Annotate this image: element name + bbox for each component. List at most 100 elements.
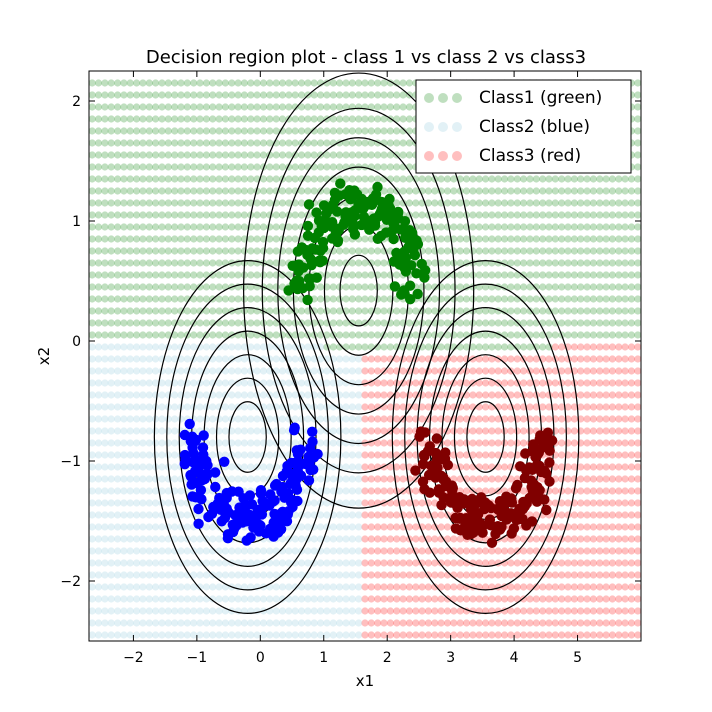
region-dot xyxy=(634,235,642,243)
region-dot xyxy=(361,355,369,363)
region-dot xyxy=(88,583,96,591)
region-dot xyxy=(405,523,413,531)
region-dot xyxy=(545,307,553,315)
region-dot xyxy=(171,319,179,327)
region-dot xyxy=(266,595,274,603)
region-dot xyxy=(215,595,223,603)
region-dot xyxy=(348,259,356,267)
region-dot xyxy=(177,199,185,207)
region-dot xyxy=(437,511,445,519)
region-dot xyxy=(589,379,598,387)
region-dot xyxy=(532,619,540,627)
region-dot xyxy=(247,391,255,399)
region-dot xyxy=(126,607,134,615)
region-dot xyxy=(209,271,217,279)
region-dot xyxy=(329,451,337,459)
region-dot xyxy=(494,475,502,483)
region-dot xyxy=(183,295,191,303)
region-dot xyxy=(608,319,617,327)
region-dot xyxy=(285,631,293,639)
region-dot xyxy=(171,415,179,423)
region-dot xyxy=(374,619,382,627)
region-dot xyxy=(266,379,274,387)
region-dot xyxy=(202,583,210,591)
region-dot xyxy=(570,343,579,351)
data-point xyxy=(447,482,458,494)
region-dot xyxy=(621,355,629,363)
contour-line xyxy=(166,283,330,591)
region-dot xyxy=(177,127,185,135)
region-dot xyxy=(602,271,610,279)
region-dot xyxy=(564,307,572,315)
region-dot xyxy=(107,595,115,603)
region-dot xyxy=(361,235,369,243)
region-dot xyxy=(589,487,598,495)
region-dot xyxy=(196,319,204,327)
region-dot xyxy=(145,283,153,291)
region-dot xyxy=(558,295,566,303)
region-dot xyxy=(348,463,356,471)
region-dot xyxy=(94,607,103,615)
region-dot xyxy=(475,223,483,231)
region-dot xyxy=(602,307,610,315)
region-dot xyxy=(278,547,287,555)
region-dot xyxy=(196,211,204,219)
region-dot xyxy=(577,547,585,555)
region-dot xyxy=(475,631,483,639)
region-dot xyxy=(240,115,248,123)
region-dot xyxy=(183,391,191,399)
region-dot xyxy=(501,271,509,279)
region-dot xyxy=(107,427,115,435)
region-dot xyxy=(380,511,388,519)
data-point xyxy=(527,485,538,496)
region-dot xyxy=(247,355,255,363)
region-dot xyxy=(278,415,287,423)
region-dot xyxy=(190,583,198,591)
region-dot xyxy=(602,223,610,231)
region-dot xyxy=(551,343,559,351)
region-dot xyxy=(126,247,134,255)
region-dot xyxy=(443,247,452,255)
region-dot xyxy=(88,163,96,171)
region-dot xyxy=(126,523,134,531)
region-dot xyxy=(94,523,103,531)
region-dot xyxy=(494,199,502,207)
data-point xyxy=(190,456,201,467)
region-dot xyxy=(259,115,268,123)
region-dot xyxy=(374,331,382,339)
region-dot xyxy=(615,571,623,579)
region-dot xyxy=(101,595,109,603)
region-dot xyxy=(602,247,610,255)
region-dot xyxy=(145,559,153,567)
region-dot xyxy=(114,319,122,327)
region-dot xyxy=(380,259,388,267)
region-dot xyxy=(431,523,439,531)
region-dot xyxy=(418,619,426,627)
region-dot xyxy=(329,571,337,579)
region-dot xyxy=(342,247,350,255)
region-dot xyxy=(177,319,185,327)
region-dot xyxy=(488,631,496,639)
plot-frame xyxy=(88,70,642,642)
region-dot xyxy=(469,223,477,231)
region-dot xyxy=(240,583,248,591)
region-dot xyxy=(94,127,103,135)
region-dot xyxy=(393,439,401,447)
region-dot xyxy=(456,199,464,207)
region-dot xyxy=(152,391,160,399)
region-dot xyxy=(577,187,585,195)
region-dot xyxy=(450,199,458,207)
region-dot xyxy=(107,367,115,375)
region-dot xyxy=(101,427,109,435)
region-dot xyxy=(596,535,604,543)
region-dot xyxy=(329,163,337,171)
region-dot xyxy=(532,283,540,291)
region-dot xyxy=(164,283,172,291)
region-dot xyxy=(482,571,490,579)
region-dot xyxy=(367,79,375,87)
region-dot xyxy=(615,259,623,267)
region-dot xyxy=(171,175,179,183)
region-dot xyxy=(329,631,337,639)
region-dot xyxy=(310,631,318,639)
region-dot xyxy=(424,199,432,207)
